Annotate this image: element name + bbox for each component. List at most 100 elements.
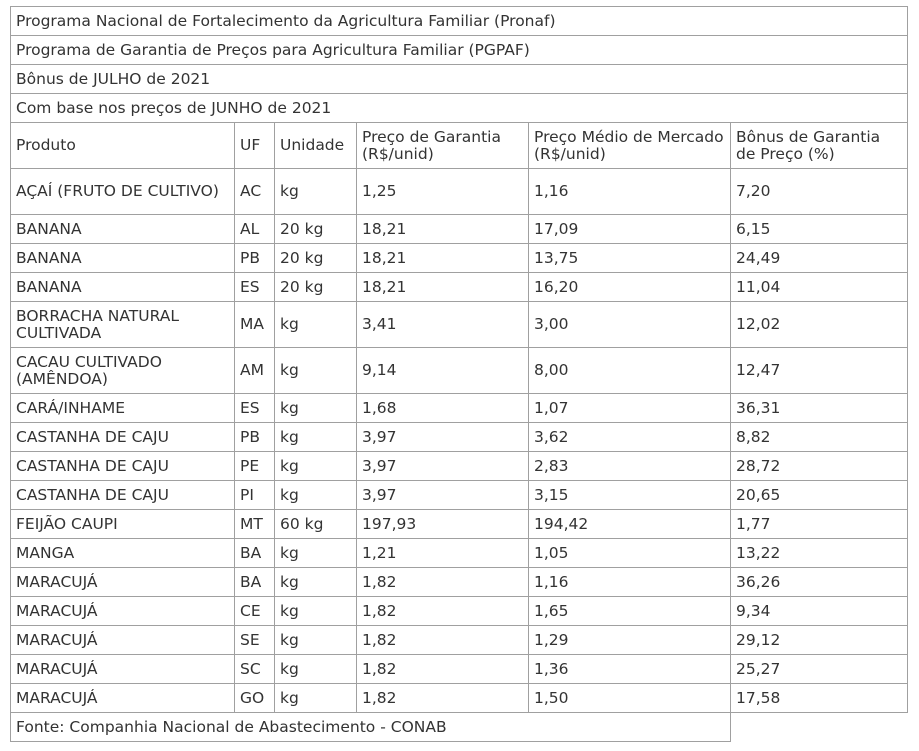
cell-preco-medio: 1,29 [528, 625, 731, 655]
table-row: CACAU CULTIVADO (AMÊNDOA) AM kg 9,14 8,00 12,… [10, 347, 908, 394]
cell-bonus: 9,34 [730, 596, 908, 626]
cell-preco-garantia: 1,82 [356, 654, 529, 684]
cell-uf: MT [234, 509, 275, 539]
cell-preco-garantia: 1,82 [356, 596, 529, 626]
base-prices-month: Com base nos preços de JUNHO de 2021 [10, 93, 908, 123]
cell-uf: SC [234, 654, 275, 684]
cell-unidade: kg [274, 451, 357, 481]
header-uf: UF [234, 122, 275, 169]
source-note: Fonte: Companhia Nacional de Abastecimen… [10, 712, 731, 742]
cell-preco-garantia: 1,68 [356, 393, 529, 423]
table-row: CASTANHA DE CAJU PE kg 3,97 2,83 28,72 [10, 451, 908, 481]
cell-uf: SE [234, 625, 275, 655]
table-row: MANGA BA kg 1,21 1,05 13,22 [10, 538, 908, 568]
cell-unidade: kg [274, 596, 357, 626]
cell-unidade: kg [274, 168, 357, 215]
cell-preco-garantia: 3,97 [356, 480, 529, 510]
table-row: MARACUJÁ GO kg 1,82 1,50 17,58 [10, 683, 908, 713]
cell-uf: CE [234, 596, 275, 626]
cell-produto: CARÁ/INHAME [10, 393, 235, 423]
cell-unidade: 60 kg [274, 509, 357, 539]
cell-preco-medio: 1,65 [528, 596, 731, 626]
header-produto: Produto [10, 122, 235, 169]
title-row-2: Programa de Garantia de Preços para Agri… [10, 35, 908, 65]
table-row: BANANA AL 20 kg 18,21 17,09 6,15 [10, 214, 908, 244]
table-row: BANANA ES 20 kg 18,21 16,20 11,04 [10, 272, 908, 302]
cell-produto: CASTANHA DE CAJU [10, 480, 235, 510]
table-row: CASTANHA DE CAJU PI kg 3,97 3,15 20,65 [10, 480, 908, 510]
cell-produto: MARACUJÁ [10, 567, 235, 597]
cell-preco-medio: 3,00 [528, 301, 731, 348]
cell-preco-garantia: 18,21 [356, 272, 529, 302]
footer-row: Fonte: Companhia Nacional de Abastecimen… [10, 712, 908, 742]
cell-uf: AC [234, 168, 275, 215]
cell-bonus: 24,49 [730, 243, 908, 273]
cell-preco-medio: 1,05 [528, 538, 731, 568]
cell-preco-garantia: 3,97 [356, 422, 529, 452]
table-row: CARÁ/INHAME ES kg 1,68 1,07 36,31 [10, 393, 908, 423]
cell-bonus: 11,04 [730, 272, 908, 302]
cell-bonus: 17,58 [730, 683, 908, 713]
cell-bonus: 6,15 [730, 214, 908, 244]
cell-unidade: kg [274, 393, 357, 423]
cell-preco-medio: 1,50 [528, 683, 731, 713]
cell-bonus: 1,77 [730, 509, 908, 539]
cell-unidade: kg [274, 625, 357, 655]
cell-unidade: kg [274, 567, 357, 597]
cell-uf: GO [234, 683, 275, 713]
cell-produto: MARACUJÁ [10, 596, 235, 626]
cell-unidade: kg [274, 480, 357, 510]
header-unidade: Unidade [274, 122, 357, 169]
table-row: AÇAÍ (FRUTO DE CULTIVO) AC kg 1,25 1,16 7,20 [10, 168, 908, 215]
cell-preco-garantia: 197,93 [356, 509, 529, 539]
cell-preco-medio: 3,15 [528, 480, 731, 510]
cell-produto: MANGA [10, 538, 235, 568]
header-bonus: Bônus de Garantia de Preço (%) [730, 122, 908, 169]
cell-uf: BA [234, 567, 275, 597]
table-row: MARACUJÁ SE kg 1,82 1,29 29,12 [10, 625, 908, 655]
cell-preco-garantia: 1,82 [356, 625, 529, 655]
cell-produto: MARACUJÁ [10, 683, 235, 713]
cell-uf: AL [234, 214, 275, 244]
cell-bonus: 8,82 [730, 422, 908, 452]
cell-preco-garantia: 1,21 [356, 538, 529, 568]
cell-preco-garantia: 3,97 [356, 451, 529, 481]
cell-preco-garantia: 3,41 [356, 301, 529, 348]
title-row-3: Bônus de JULHO de 2021 [10, 64, 908, 94]
table-row: BORRACHA NATURAL CULTIVADA MA kg 3,41 3,00 12… [10, 301, 908, 348]
cell-preco-medio: 3,62 [528, 422, 731, 452]
cell-bonus: 29,12 [730, 625, 908, 655]
cell-preco-garantia: 18,21 [356, 214, 529, 244]
cell-produto: FEIJÃO CAUPI [10, 509, 235, 539]
cell-bonus: 13,22 [730, 538, 908, 568]
cell-unidade: 20 kg [274, 272, 357, 302]
cell-unidade: kg [274, 683, 357, 713]
cell-bonus: 7,20 [730, 168, 908, 215]
header-preco-garantia: Preço de Garantia (R$/unid) [356, 122, 529, 169]
title-row-4: Com base nos preços de JUNHO de 2021 [10, 93, 908, 123]
cell-bonus: 12,47 [730, 347, 908, 394]
cell-preco-garantia: 9,14 [356, 347, 529, 394]
cell-uf: MA [234, 301, 275, 348]
cell-preco-medio: 194,42 [528, 509, 731, 539]
table-row: FEIJÃO CAUPI MT 60 kg 197,93 194,42 1,77 [10, 509, 908, 539]
table-row: CASTANHA DE CAJU PB kg 3,97 3,62 8,82 [10, 422, 908, 452]
cell-produto: BANANA [10, 243, 235, 273]
bonus-month: Bônus de JULHO de 2021 [10, 64, 908, 94]
cell-unidade: kg [274, 347, 357, 394]
cell-produto: BANANA [10, 272, 235, 302]
cell-uf: AM [234, 347, 275, 394]
cell-preco-garantia: 1,82 [356, 567, 529, 597]
cell-produto: CASTANHA DE CAJU [10, 422, 235, 452]
cell-preco-medio: 17,09 [528, 214, 731, 244]
cell-preco-medio: 1,16 [528, 168, 731, 215]
cell-bonus: 25,27 [730, 654, 908, 684]
cell-uf: PB [234, 243, 275, 273]
cell-preco-garantia: 1,25 [356, 168, 529, 215]
cell-bonus: 28,72 [730, 451, 908, 481]
header-row: Produto UF Unidade Preço de Garantia (R$… [10, 122, 908, 169]
cell-produto: AÇAÍ (FRUTO DE CULTIVO) [10, 168, 235, 215]
cell-bonus: 12,02 [730, 301, 908, 348]
cell-unidade: kg [274, 301, 357, 348]
